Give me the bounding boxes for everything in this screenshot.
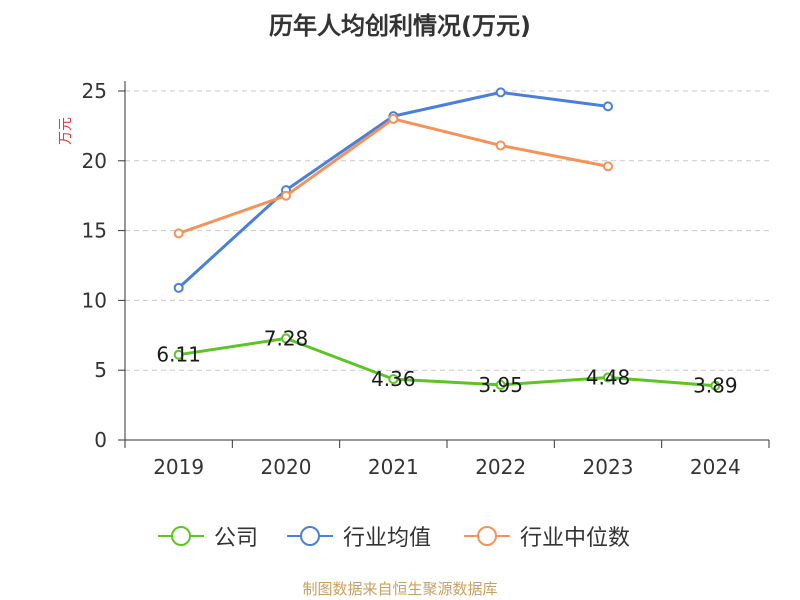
data-label-2022: 3.95 <box>478 373 523 397</box>
legend-marker-company <box>158 526 204 546</box>
y-tick-label-25: 25 <box>82 79 107 103</box>
x-tick-label-2024: 2024 <box>690 455 741 479</box>
data-label-2021: 4.36 <box>371 367 416 391</box>
y-tick-label-0: 0 <box>94 428 107 452</box>
data-source-note: 制图数据来自恒生聚源数据库 <box>302 580 498 598</box>
series-0-point-2020 <box>281 333 291 344</box>
series-line-0 <box>178 336 716 388</box>
x-tick-label-2021: 2021 <box>368 455 419 479</box>
x-tick-label-2020: 2020 <box>261 455 312 479</box>
legend-item-industry-median[interactable]: 行业中位数 <box>464 520 630 552</box>
data-label-2024: 3.89 <box>693 374 738 398</box>
series-1-point-2023 <box>603 101 613 112</box>
series-1-point-2019 <box>173 282 184 293</box>
series-0-point-2021 <box>388 374 399 385</box>
chart-legend: 公司 行业均值 行业中位数 <box>0 520 800 560</box>
x-tick-label-2019: 2019 <box>153 455 204 479</box>
legend-item-company[interactable]: 公司 <box>158 520 258 552</box>
series-line-2 <box>178 117 609 235</box>
series-0-point-2022 <box>495 379 506 390</box>
data-label-2020: 7.28 <box>264 326 309 350</box>
series-2-point-2019 <box>173 228 184 239</box>
y-tick-label-10: 10 <box>82 288 107 312</box>
x-tick-label-2023: 2023 <box>583 455 634 479</box>
legend-marker-industry-median <box>464 526 510 546</box>
y-tick-label-5: 5 <box>94 358 107 382</box>
series-0-point-2024 <box>710 380 721 391</box>
legend-marker-industry-average <box>287 526 333 546</box>
legend-item-industry-average[interactable]: 行业均值 <box>287 520 431 552</box>
series-2-point-2021 <box>388 113 399 124</box>
legend-label-industry-average: 行业均值 <box>343 526 432 551</box>
series-0-point-2019 <box>173 349 184 360</box>
x-tick-label-2022: 2022 <box>475 455 526 479</box>
y-tick-label-15: 15 <box>82 219 107 243</box>
series-2-point-2023 <box>603 161 613 172</box>
series-1-point-2022 <box>495 87 506 98</box>
chart-title: 历年人均创利情况(万元) <box>269 12 531 40</box>
series-2-point-2022 <box>495 140 506 151</box>
y-tick-label-20: 20 <box>82 149 107 173</box>
series-0-point-2023 <box>603 372 613 383</box>
legend-label-company: 公司 <box>214 526 259 551</box>
series-2-point-2020 <box>281 190 291 201</box>
legend-label-industry-median: 行业中位数 <box>520 526 631 551</box>
data-label-2023: 4.48 <box>586 365 631 389</box>
data-label-2019: 6.11 <box>156 343 201 367</box>
